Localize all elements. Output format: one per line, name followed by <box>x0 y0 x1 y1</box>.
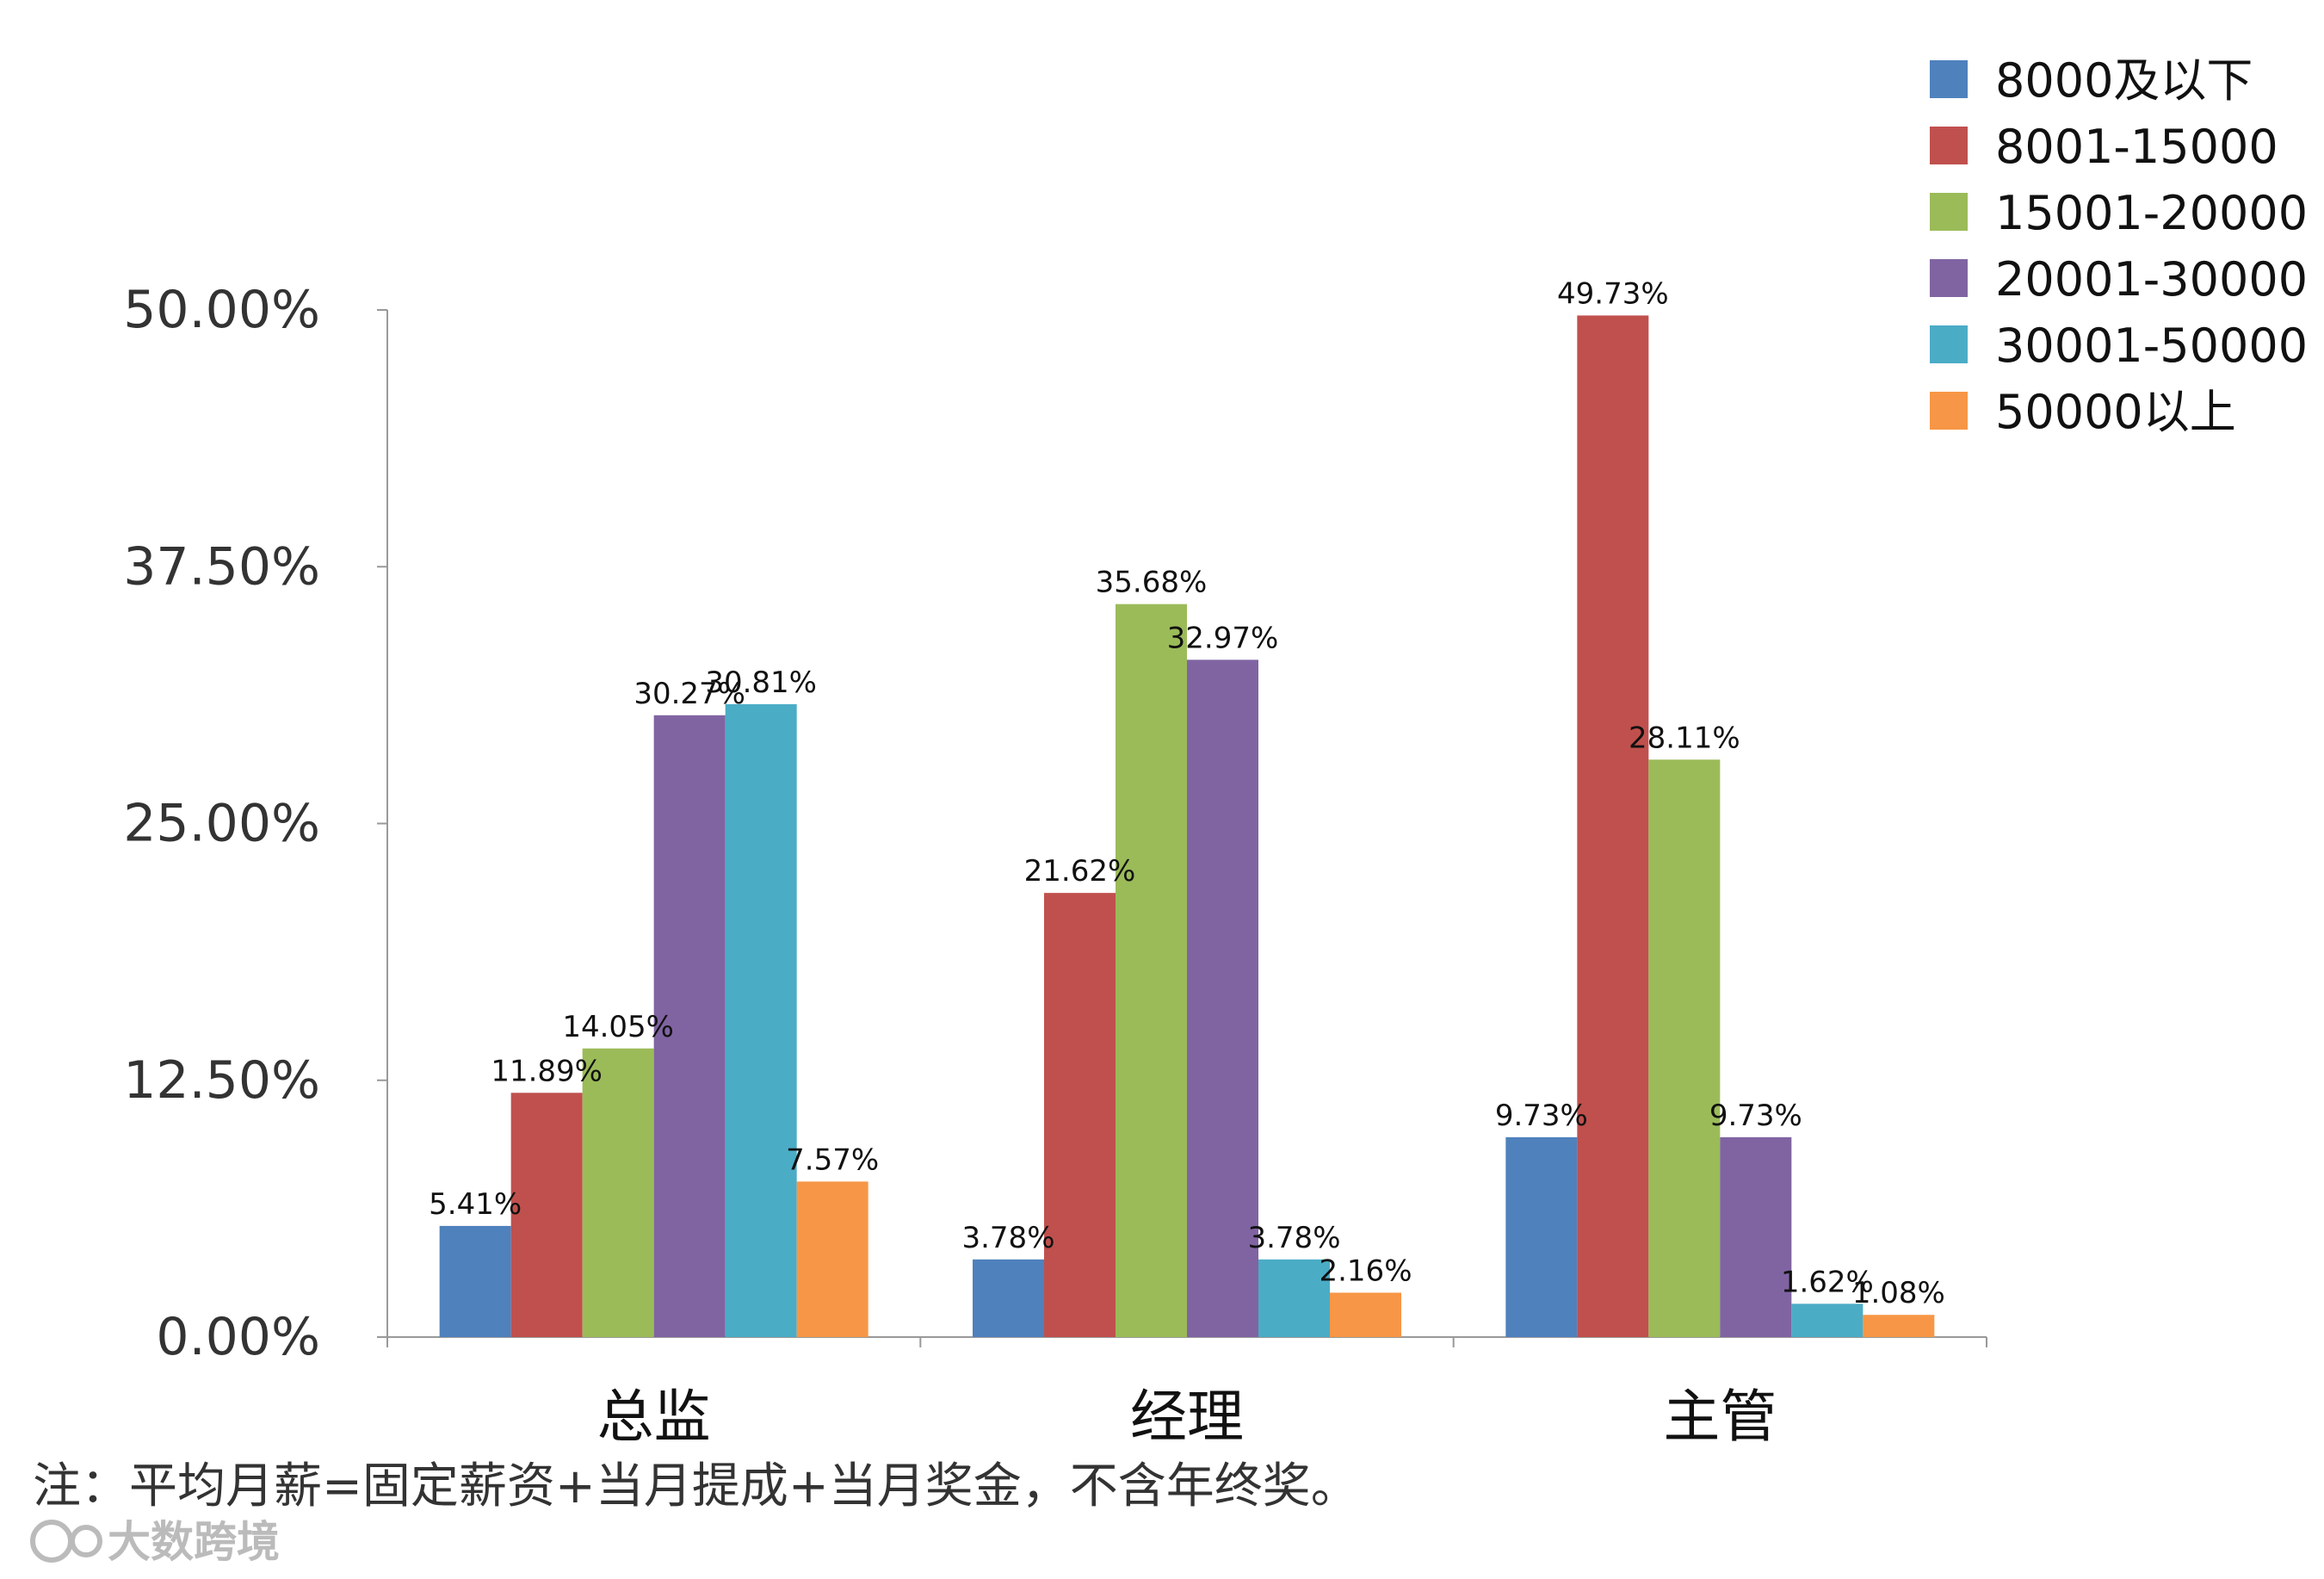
legend-label: 8001-15000 <box>1995 120 2278 174</box>
y-tick-label: 37.50% <box>123 536 320 597</box>
category-label: 主管 <box>1663 1384 1777 1450</box>
bar <box>1258 1259 1330 1337</box>
data-label: 21.62% <box>1024 854 1136 889</box>
legend-swatch <box>1930 259 1968 297</box>
legend-label: 30001-50000 <box>1995 319 2308 373</box>
bar <box>653 715 726 1337</box>
data-label: 49.73% <box>1557 276 1669 311</box>
bar <box>1330 1292 1401 1337</box>
data-label: 30.81% <box>705 666 817 700</box>
brand-text: 大数跨境 <box>108 1517 280 1567</box>
data-label: 9.73% <box>1495 1099 1588 1133</box>
brand-logo-icon-dot <box>70 1525 102 1557</box>
bar <box>1577 315 1649 1338</box>
axes: 0.00% 12.50% 25.00% 37.50% 50.00% 总监 经理 主管 <box>123 280 1987 1450</box>
data-label: 2.16% <box>1319 1254 1412 1288</box>
bar <box>1187 659 1258 1337</box>
bar <box>1116 604 1187 1337</box>
bar <box>796 1181 868 1337</box>
brand-logo-icon <box>30 1520 73 1563</box>
data-label: 9.73% <box>1709 1099 1802 1133</box>
bar <box>582 1048 654 1337</box>
legend-swatch <box>1930 392 1968 430</box>
bar <box>1044 893 1116 1337</box>
brand-logo: 大数跨境 <box>30 1517 280 1567</box>
data-label: 28.11% <box>1629 721 1740 755</box>
y-tick-label: 12.50% <box>123 1050 320 1111</box>
y-tick-label: 50.00% <box>123 280 320 340</box>
category-label: 经理 <box>1130 1384 1244 1450</box>
data-label: 3.78% <box>961 1221 1054 1255</box>
bar <box>1720 1136 1792 1337</box>
bar <box>1505 1136 1578 1337</box>
y-tick-label: 0.00% <box>156 1307 320 1367</box>
bar <box>1791 1303 1864 1337</box>
bar <box>439 1225 511 1337</box>
data-label: 1.62% <box>1781 1265 1874 1299</box>
data-label: 7.57% <box>786 1142 879 1177</box>
footnote: 注：平均月薪=固定薪资+当月提成+当月奖金，不含年终奖。 <box>33 1458 1359 1514</box>
legend-swatch <box>1930 193 1968 231</box>
legend-swatch <box>1930 127 1968 164</box>
legend-swatch <box>1930 325 1968 363</box>
legend-label: 50000以上 <box>1995 385 2236 439</box>
y-tick-label: 25.00% <box>123 794 320 854</box>
legend-label: 8000及以下 <box>1995 53 2253 108</box>
data-label: 1.08% <box>1852 1276 1945 1310</box>
legend-label: 20001-30000 <box>1995 252 2308 307</box>
bar <box>1648 759 1721 1337</box>
bars <box>439 315 1935 1338</box>
data-label: 30.27% <box>634 677 745 711</box>
data-label: 35.68% <box>1096 566 1208 600</box>
legend-swatch <box>1930 60 1968 98</box>
data-label: 5.41% <box>429 1187 522 1222</box>
data-labels: 5.41%11.89%14.05%30.27%30.81%7.57%3.78%2… <box>429 276 1945 1310</box>
data-label: 14.05% <box>562 1010 674 1044</box>
data-label: 3.78% <box>1247 1221 1340 1255</box>
data-label: 11.89% <box>491 1054 603 1088</box>
bar <box>973 1259 1044 1337</box>
bar <box>725 703 797 1337</box>
legend: 8000及以下 8001-15000 15001-20000 20001-30000 3… <box>1930 53 2308 439</box>
bar <box>1863 1315 1935 1337</box>
category-label: 总监 <box>597 1384 711 1450</box>
data-label: 32.97% <box>1167 621 1279 655</box>
bar <box>510 1093 583 1337</box>
legend-label: 15001-20000 <box>1995 186 2308 240</box>
